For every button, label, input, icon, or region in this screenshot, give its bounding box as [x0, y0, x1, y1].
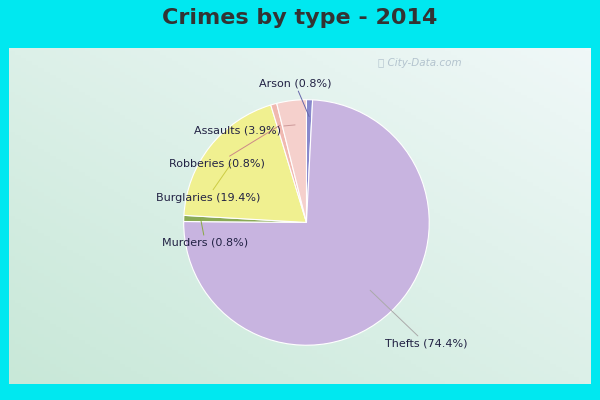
Text: Robberies (0.8%): Robberies (0.8%) — [169, 125, 280, 169]
Wedge shape — [307, 100, 313, 222]
Text: Burglaries (19.4%): Burglaries (19.4%) — [155, 163, 260, 202]
Text: Thefts (74.4%): Thefts (74.4%) — [370, 290, 467, 349]
Wedge shape — [277, 100, 307, 222]
Wedge shape — [184, 215, 307, 222]
Text: Crimes by type - 2014: Crimes by type - 2014 — [163, 8, 437, 28]
Text: Murders (0.8%): Murders (0.8%) — [162, 218, 248, 248]
Text: Arson (0.8%): Arson (0.8%) — [259, 78, 331, 116]
Text: Assaults (3.9%): Assaults (3.9%) — [194, 125, 295, 135]
Text: ⓘ City-Data.com: ⓘ City-Data.com — [377, 58, 461, 68]
Wedge shape — [271, 103, 307, 222]
Wedge shape — [184, 105, 307, 222]
Wedge shape — [184, 100, 429, 345]
